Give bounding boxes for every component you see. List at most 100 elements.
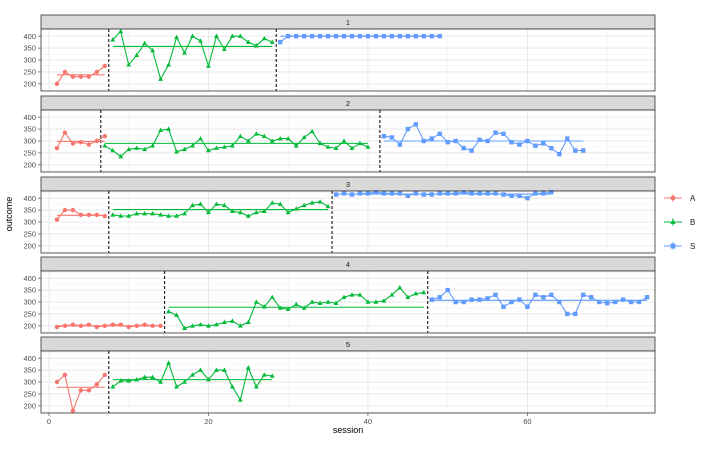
data-point-B (261, 35, 267, 41)
data-point-S (309, 33, 315, 39)
data-point-S (517, 193, 522, 198)
data-point-S (341, 191, 347, 196)
data-point-B (421, 289, 427, 295)
data-point-B (253, 299, 259, 304)
data-point-S (469, 191, 474, 196)
data-point-A (54, 324, 60, 330)
y-tick-label: 200 (23, 79, 36, 88)
data-point-B (325, 144, 331, 149)
data-point-B (365, 144, 371, 149)
data-point-S (453, 191, 458, 196)
data-point-S (612, 299, 618, 305)
data-point-B (253, 131, 259, 136)
series-S-facet-1 (278, 33, 442, 45)
data-point-B (325, 203, 331, 209)
data-point-B (118, 28, 124, 34)
y-tick-label: 200 (23, 241, 36, 250)
data-point-A (86, 388, 92, 393)
data-point-B (229, 384, 235, 389)
data-point-S (341, 33, 347, 39)
data-point-B (245, 319, 251, 325)
data-point-A (102, 63, 107, 69)
data-point-S (477, 137, 482, 143)
legend-label-S: S (690, 242, 695, 251)
data-point-B (158, 212, 164, 217)
data-point-B (245, 138, 251, 143)
y-tick-label: 200 (23, 401, 36, 410)
data-point-S (565, 136, 570, 141)
data-point-B (166, 62, 172, 67)
data-point-B (245, 365, 251, 370)
data-point-S (445, 191, 450, 196)
data-point-B (373, 299, 379, 304)
data-point-A (62, 69, 68, 75)
data-point-B (110, 384, 116, 389)
data-point-B (277, 305, 283, 310)
data-point-S (317, 33, 323, 39)
data-point-S (501, 131, 506, 137)
data-point-B (206, 209, 211, 215)
data-point-A (94, 382, 100, 387)
y-tick-label: 400 (23, 354, 36, 363)
data-point-B (134, 211, 140, 216)
data-point-B (166, 308, 172, 314)
data-point-S (357, 33, 363, 39)
data-point-A (94, 69, 100, 75)
data-point-B (221, 319, 227, 325)
data-point-B (237, 323, 243, 328)
data-point-B (357, 140, 363, 146)
data-point-A (86, 74, 92, 79)
panel-border (40, 350, 656, 414)
facet-strip-label: 3 (346, 180, 350, 189)
series-B-facet-1 (110, 28, 275, 81)
series-line-S (431, 289, 648, 315)
data-point-B (118, 378, 124, 383)
data-point-S (325, 33, 331, 39)
data-point-B (150, 143, 156, 148)
data-point-B (134, 145, 140, 150)
data-point-B (301, 305, 307, 310)
data-point-A (102, 372, 107, 378)
data-point-B (190, 143, 195, 148)
series-S-facet-2 (381, 122, 586, 157)
data-point-B (301, 202, 307, 208)
data-point-S (445, 139, 450, 145)
y-tick-label: 400 (23, 113, 36, 122)
data-point-S (333, 33, 339, 39)
data-point-B (206, 147, 211, 153)
legend-label-A: A (690, 194, 696, 203)
data-point-S (405, 193, 411, 198)
data-point-B (293, 301, 299, 307)
series-A-facet-2 (54, 130, 107, 151)
series-B-facet-5 (110, 360, 275, 402)
panel-border (40, 270, 656, 334)
data-point-B (301, 134, 307, 140)
data-point-B (182, 379, 187, 384)
data-point-B (166, 213, 172, 218)
data-point-S (525, 138, 530, 144)
data-point-A (86, 212, 92, 218)
data-point-B (285, 135, 291, 141)
data-point-A (62, 372, 68, 378)
data-point-B (229, 33, 235, 38)
data-point-A (134, 323, 139, 329)
data-point-B (269, 294, 275, 299)
data-point-B (174, 149, 179, 154)
data-point-B (214, 33, 219, 38)
data-point-B (206, 63, 211, 68)
series-S-facet-3 (333, 189, 554, 201)
y-tick-label: 250 (23, 390, 36, 399)
data-point-S (557, 299, 562, 305)
data-point-A (94, 138, 100, 144)
data-point-S (549, 292, 554, 298)
data-point-S (437, 131, 442, 137)
data-point-S (469, 297, 474, 302)
data-point-A (142, 322, 147, 327)
data-point-S (349, 192, 355, 197)
y-tick-label: 350 (23, 206, 36, 215)
data-point-S (421, 33, 426, 39)
series-S-facet-4 (429, 287, 650, 317)
data-point-S (525, 195, 530, 201)
data-point-B (150, 374, 156, 379)
facet-strip-label: 2 (346, 99, 350, 108)
